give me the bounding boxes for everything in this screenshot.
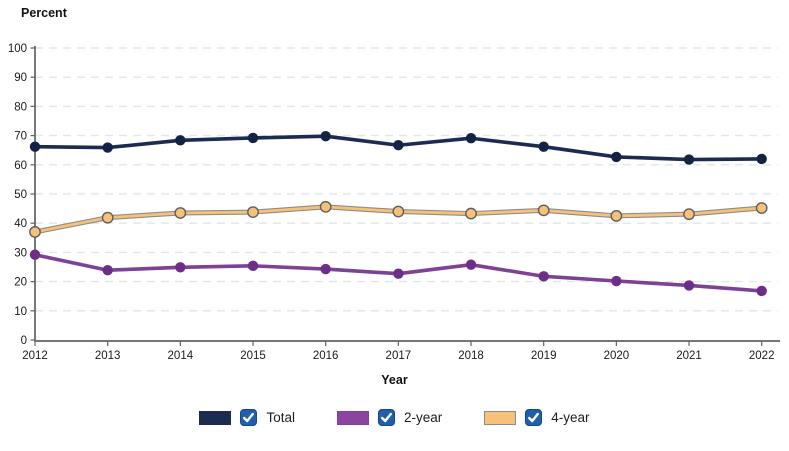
series-4-year-point-2018 [465,207,477,220]
series-4-year-point-2013 [101,211,114,224]
series-2-year-point-2015 [247,260,259,272]
legend-swatch-2-year [337,410,369,425]
series-2-year-point-2018 [465,259,477,270]
series-4-year-point-2016 [319,200,332,213]
series-4-year-point-2012 [29,226,41,238]
checkmark-icon [381,412,393,423]
series-2-year-point-2013 [102,265,113,276]
series-4-year-point-2020 [610,209,623,222]
checkmark-icon [528,412,540,423]
series-2-year-point-2020 [611,275,622,287]
series-4-year-point-2021 [683,208,695,221]
x-axis-title: Year [381,373,408,387]
series-Total-point-2021 [683,154,695,165]
series-4-year-point-2015 [247,206,259,219]
y-tick-label: 20 [14,277,27,289]
series-Total-point-2016 [320,130,331,142]
series-2-year-point-2016 [320,263,331,275]
series-4-year-point-2022 [755,202,768,214]
y-tick-label: 0 [21,335,27,347]
series-Total-point-2014 [175,135,186,146]
y-tick-label: 90 [14,72,27,84]
legend-swatch-total [199,410,232,425]
legend-item-2-year[interactable]: 2-year [337,409,442,426]
series-2-year-point-2022 [756,285,767,297]
y-tick-label: 50 [14,189,27,201]
legend-label: 2-year [404,410,443,425]
checkmark-icon [243,412,255,423]
x-tick-label: 2016 [313,350,339,362]
series-2-year-point-2017 [393,268,404,279]
series-2-year-point-2012 [29,249,41,260]
x-tick-label: 2014 [168,350,194,362]
series-Total-point-2018 [465,133,477,144]
legend-checkbox-total[interactable] [240,409,258,426]
x-tick-label: 2013 [95,350,121,362]
series-Total-point-2020 [611,151,622,163]
series-Total-point-2012 [29,141,41,152]
series-Total-point-2022 [756,153,767,165]
legend-item-4-year[interactable]: 4-year [484,409,590,426]
chart-legend: Total 2-year 4-year [0,409,789,426]
legend-checkbox-2-year[interactable] [378,409,395,426]
series-Total-point-2019 [538,141,549,152]
legend-label: 4-year [551,410,590,425]
y-axis-title: Percent [21,6,67,20]
series-Total-point-2015 [247,132,259,144]
series-4-year-point-2014 [174,207,187,219]
y-tick-label: 100 [8,43,27,55]
series-2-year-point-2021 [683,280,695,291]
legend-label: Total [266,410,295,425]
x-tick-label: 2017 [386,350,412,362]
y-tick-label: 40 [14,218,27,230]
y-tick-label: 80 [14,101,27,113]
x-tick-label: 2012 [22,350,48,362]
y-tick-label: 10 [14,306,27,318]
series-2-year-point-2014 [175,262,186,273]
x-tick-label: 2022 [749,350,775,362]
series-4-year-point-2017 [392,205,405,218]
x-tick-label: 2020 [604,350,630,362]
series-Total-point-2013 [102,142,113,153]
series-4-year-point-2019 [537,204,550,217]
x-tick-label: 2015 [240,350,266,362]
x-tick-label: 2021 [676,350,702,362]
legend-checkbox-4-year[interactable] [525,409,543,426]
legend-item-total[interactable]: Total [199,409,295,426]
x-tick-label: 2018 [458,350,484,362]
series-Total-point-2017 [393,140,404,151]
y-tick-label: 70 [14,131,27,143]
y-tick-label: 60 [14,160,27,172]
series-2-year-point-2019 [538,271,549,282]
legend-swatch-4-year [484,410,517,425]
y-tick-label: 30 [14,247,27,259]
x-tick-label: 2019 [531,350,557,362]
